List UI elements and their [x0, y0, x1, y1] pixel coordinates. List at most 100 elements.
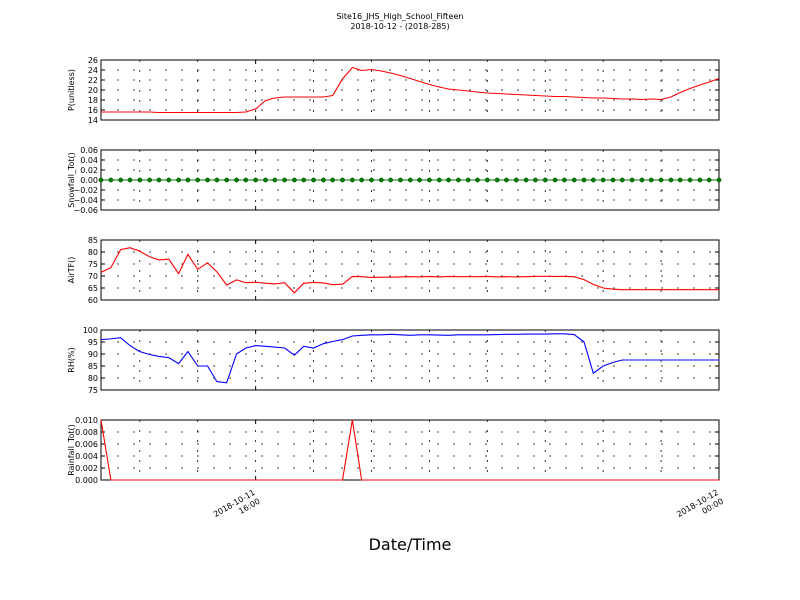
data-point [224, 177, 230, 183]
y-tick-label: 16 [88, 106, 98, 115]
data-point [581, 177, 587, 183]
y-tick-label: 0.04 [80, 156, 98, 165]
data-point [494, 177, 500, 183]
data-point [716, 177, 722, 183]
y-tick-label: 24 [88, 66, 98, 75]
panel-3: 75 80 85 90 95 100 RH(%) [67, 326, 720, 395]
data-point [687, 177, 693, 183]
y-tick-label: 80 [88, 374, 98, 383]
data-point [127, 177, 133, 183]
panel-2: 60 65 70 75 80 85 AirTF() [67, 236, 720, 305]
data-point [301, 177, 307, 183]
y-tick-label: −0.02 [73, 186, 98, 195]
data-point [195, 177, 201, 183]
data-point [147, 177, 153, 183]
data-point [340, 177, 345, 183]
y-tick-label: 70 [88, 272, 98, 281]
data-point [504, 177, 509, 183]
axes-frame [100, 239, 720, 301]
data-point [639, 177, 645, 183]
series-line-2 [100, 247, 719, 294]
data-point [243, 177, 249, 183]
y-axis-label-2: AirTF() [67, 257, 76, 284]
y-tick-label: 0.004 [75, 452, 98, 461]
data-point [253, 177, 258, 183]
data-point [156, 177, 162, 183]
data-point [465, 177, 471, 183]
data-point [533, 177, 538, 183]
y-tick-label: 0.06 [80, 146, 98, 155]
y-tick-label: 0.002 [75, 464, 98, 473]
data-point [600, 177, 606, 183]
data-point [166, 177, 172, 183]
y-tick-label: 0.008 [75, 428, 98, 437]
data-point [388, 177, 393, 183]
data-point [523, 177, 529, 183]
y-axis-label-0: P(unitless) [67, 69, 76, 111]
y-tick-label: 60 [88, 296, 98, 305]
data-point [118, 177, 124, 183]
y-tick-label: 75 [88, 260, 98, 269]
data-point [668, 177, 674, 183]
y-tick-label: 14 [88, 116, 98, 125]
data-point [417, 177, 422, 183]
data-point [98, 177, 104, 183]
data-point [292, 177, 297, 183]
data-point [484, 177, 490, 183]
data-point [456, 177, 461, 183]
data-point [137, 177, 143, 183]
y-tick-label: 22 [88, 76, 98, 85]
data-point [562, 177, 567, 183]
data-point [321, 177, 326, 183]
data-point [677, 177, 683, 183]
data-point [398, 177, 403, 183]
data-point [706, 177, 712, 183]
axes-frame [100, 59, 720, 121]
data-point [446, 177, 451, 183]
data-point [619, 177, 625, 183]
data-point [542, 177, 548, 183]
data-point [697, 177, 703, 183]
data-point [513, 177, 519, 183]
data-point [234, 177, 239, 183]
data-point [205, 177, 210, 183]
y-tick-label: 0.02 [80, 166, 98, 175]
data-point [407, 177, 413, 183]
data-point [214, 177, 220, 183]
data-point [648, 177, 654, 183]
data-point [378, 177, 384, 183]
y-tick-label: 0.000 [75, 476, 98, 485]
series-line-0 [101, 66, 720, 114]
chart-subtitle: 2018-10-12 - (2018-285) [350, 22, 449, 31]
series-line-3 [100, 333, 719, 384]
y-tick-label: 0.006 [75, 440, 98, 449]
x-axis-label: Date/Time [369, 535, 452, 554]
data-point [590, 177, 596, 183]
data-point [552, 177, 558, 183]
y-axis-label-4: Rainfall_Tot() [67, 424, 76, 476]
y-tick-label: 95 [88, 338, 98, 347]
y-tick-label: 18 [88, 96, 98, 105]
data-point [629, 177, 635, 183]
y-tick-label: −0.06 [73, 206, 98, 215]
y-tick-label: 26 [88, 56, 98, 65]
data-point [610, 177, 616, 183]
data-point [571, 177, 577, 183]
y-tick-label: −0.04 [73, 196, 98, 205]
data-point [475, 177, 480, 183]
data-point [185, 177, 191, 183]
y-tick-label: 80 [88, 248, 98, 257]
panel-1: −0.06−0.04−0.020.000.020.040.06 Snowfall_… [67, 146, 722, 215]
y-tick-label: 85 [88, 236, 98, 245]
data-point [658, 177, 664, 183]
data-point [108, 177, 114, 183]
data-point [176, 177, 181, 183]
y-axis-label-1: Snowfall_Tot() [67, 152, 76, 208]
data-point [359, 177, 364, 183]
